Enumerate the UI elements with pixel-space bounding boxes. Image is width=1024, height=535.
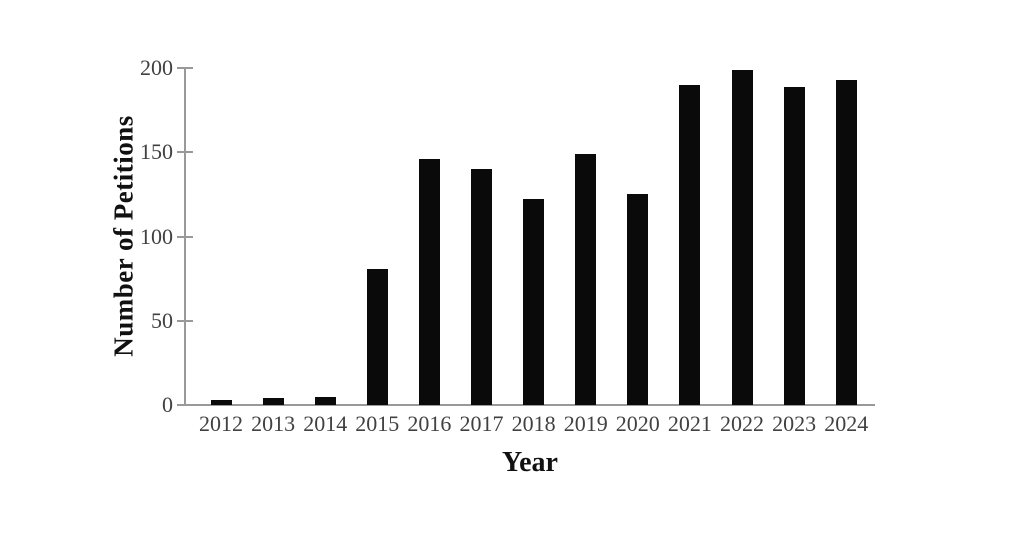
x-tick-label-2016: 2016: [407, 411, 452, 436]
bar-2023: [783, 86, 805, 405]
x-tick-label-2023: 2023: [772, 411, 817, 436]
x-tick-label-2015: 2015: [355, 411, 400, 436]
x-tick-label-2014: 2014: [303, 411, 348, 436]
y-tick-mark-100: [177, 235, 193, 238]
x-axis-title: Year: [502, 447, 558, 478]
y-tick-label-150: 150: [140, 139, 173, 165]
x-tick-label-2019: 2019: [563, 411, 608, 436]
x-tick-label-2013: 2013: [251, 411, 296, 436]
x-tick-label-2020: 2020: [615, 411, 660, 436]
y-tick-mark-50: [177, 319, 193, 322]
bar-2016: [418, 159, 440, 405]
x-tick-label-2012: 2012: [199, 411, 243, 436]
bar-2022: [731, 69, 753, 405]
bar-2015: [366, 268, 388, 405]
x-tick-label-2022: 2022: [720, 411, 764, 436]
x-axis-line: [184, 404, 875, 406]
y-axis-title: Number of Petitions: [108, 115, 139, 357]
bar-2018: [523, 199, 545, 405]
bar-2021: [679, 84, 701, 405]
bar-2014: [314, 396, 336, 405]
plot-area: 0 50 100 150 200 2012 2013 2014 2015 2016 2017 2018…: [140, 57, 875, 436]
bar-2012: [210, 399, 232, 405]
bar-2017: [471, 169, 492, 405]
bar-2024: [835, 79, 857, 405]
y-tick-label-0: 0: [162, 392, 173, 417]
y-tick-label-200: 200: [140, 55, 173, 80]
y-tick-label-50: 50: [151, 307, 173, 333]
y-tick-mark-0: [177, 404, 193, 406]
y-tick-label-100: 100: [140, 223, 173, 249]
y-tick-mark-150: [177, 151, 193, 154]
x-tick-label-2024: 2024: [824, 411, 869, 436]
bar-2019: [575, 153, 597, 405]
x-tick-label-2017: 2017: [459, 411, 504, 436]
bar-2013: [262, 398, 284, 405]
x-tick-label-2018: 2018: [511, 411, 556, 436]
bar-2020: [627, 194, 649, 405]
y-tick-mark-200: [177, 67, 193, 69]
x-tick-label-2021: 2021: [667, 411, 712, 436]
